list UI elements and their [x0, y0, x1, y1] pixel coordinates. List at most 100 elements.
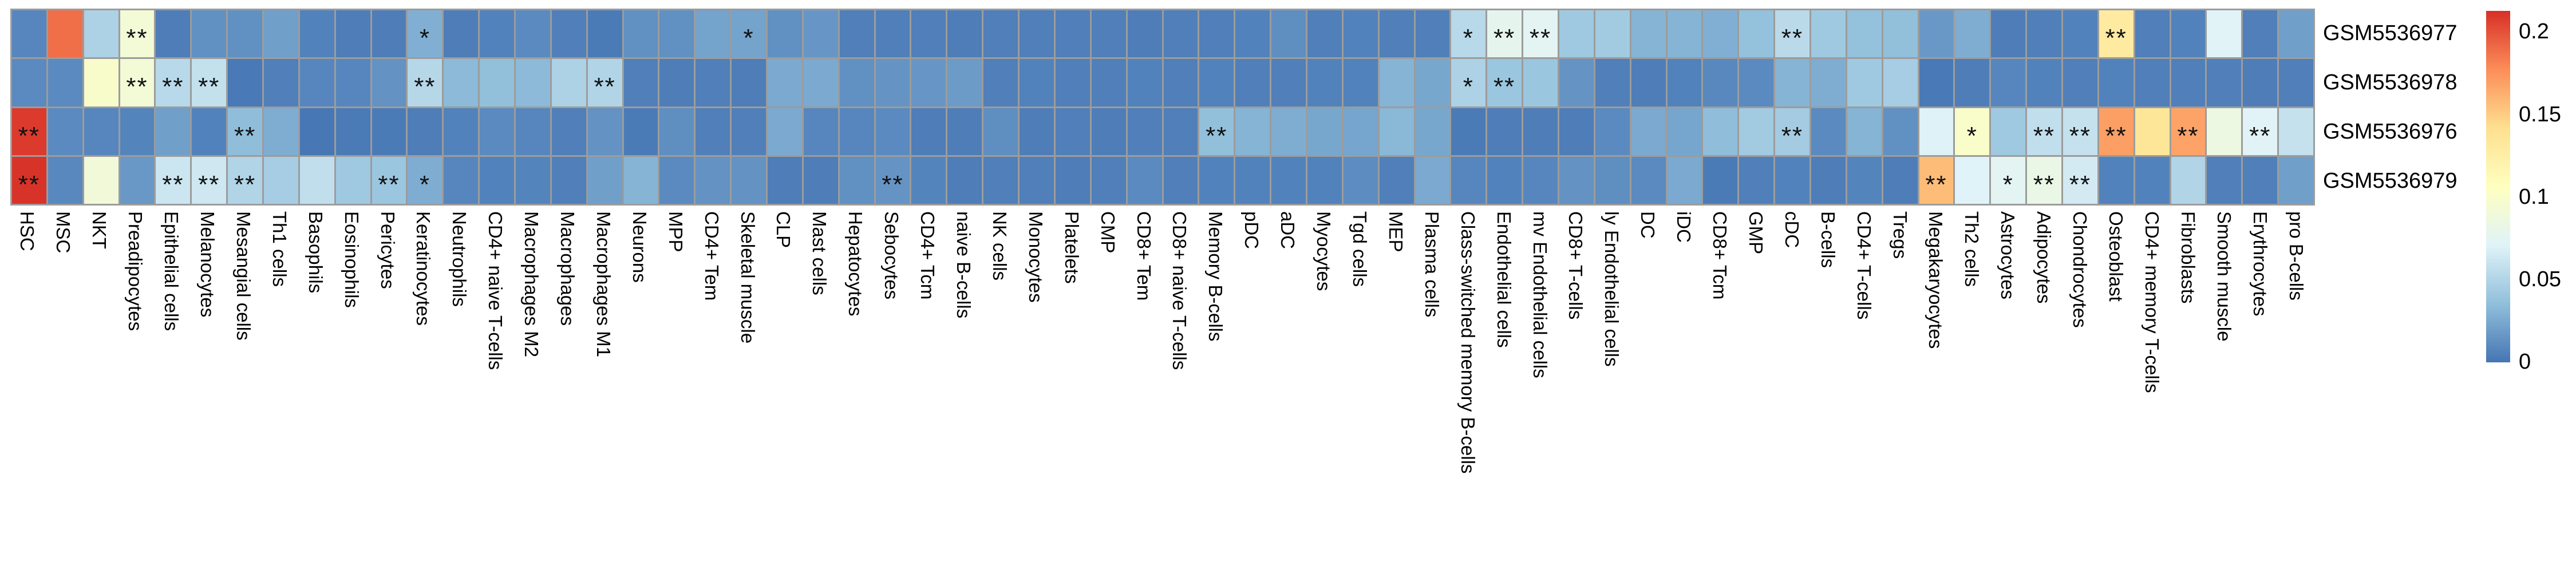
column-label: Erythrocytes — [2249, 211, 2271, 317]
column-label: CD4+ naive T-cells — [485, 211, 507, 370]
colorbar — [2486, 11, 2510, 362]
column-label: Eosinophils — [341, 211, 362, 308]
column-label: B-cells — [1817, 211, 1839, 268]
column-label: Mast cells — [809, 211, 831, 295]
heatmap-cell — [84, 108, 118, 155]
heatmap-cell: ** — [120, 59, 155, 106]
colorbar-tick-label: 0.2 — [2519, 19, 2549, 44]
column-label: CD8+ T-cells — [1565, 211, 1587, 320]
column-label: pro B-cells — [2285, 211, 2307, 301]
column-label: cDC — [1781, 211, 1803, 248]
heatmap-cell — [1020, 59, 1054, 106]
heatmap-cell — [947, 156, 982, 204]
heatmap-cell — [264, 156, 298, 204]
heatmap-cell — [264, 59, 298, 106]
heatmap-cell — [2207, 156, 2242, 204]
column-label: Neutrophils — [449, 211, 471, 307]
heatmap-cell — [480, 59, 515, 106]
column-label: DC — [1637, 211, 1659, 239]
heatmap-cell — [1415, 10, 1450, 58]
heatmap-cell — [1020, 108, 1054, 155]
heatmap-cell — [1163, 10, 1198, 58]
heatmap-cell: ** — [156, 156, 191, 204]
heatmap-cell — [1055, 108, 1090, 155]
heatmap-cell — [983, 108, 1018, 155]
heatmap-cell — [911, 59, 946, 106]
column-label: Th1 cells — [268, 211, 290, 287]
heatmap-cell — [1559, 156, 1594, 204]
column-label: MEP — [1385, 211, 1406, 252]
heatmap-cell — [1307, 59, 1342, 106]
heatmap-cell — [1055, 10, 1090, 58]
heatmap-cell — [2135, 108, 2170, 155]
heatmap-cell — [983, 156, 1018, 204]
heatmap-cell: * — [408, 156, 442, 204]
heatmap-cell: ** — [12, 108, 46, 155]
heatmap-cell — [2027, 59, 2061, 106]
column-label: Hepatocytes — [845, 211, 867, 317]
heatmap-cell: ** — [1487, 59, 1522, 106]
heatmap-cell — [1163, 59, 1198, 106]
heatmap-cell — [516, 108, 550, 155]
heatmap-cell — [1091, 59, 1126, 106]
heatmap-cell — [48, 108, 82, 155]
colorbar-tick-label: 0.15 — [2519, 102, 2561, 127]
heatmap-cell — [1775, 59, 1809, 106]
heatmap-cell — [1199, 10, 1234, 58]
heatmap-cell — [48, 10, 82, 58]
heatmap-cell — [2171, 59, 2206, 106]
heatmap-cell — [2207, 10, 2242, 58]
heatmap-cell — [1559, 10, 1594, 58]
heatmap-cell — [732, 156, 767, 204]
heatmap-cell — [768, 10, 802, 58]
heatmap-cell — [1631, 156, 1666, 204]
column-label: CD4+ Tcm — [917, 211, 939, 300]
heatmap-cell — [623, 108, 658, 155]
heatmap-cell — [696, 108, 730, 155]
heatmap-cell: ** — [12, 156, 46, 204]
heatmap-cell — [875, 108, 910, 155]
heatmap-cell — [516, 156, 550, 204]
column-label: CD8+ naive T-cells — [1169, 211, 1191, 370]
heatmap-cell — [1667, 156, 1702, 204]
heatmap-cell — [1343, 108, 1378, 155]
heatmap-cell — [1020, 156, 1054, 204]
heatmap-cell: ** — [587, 59, 622, 106]
heatmap-cell — [1487, 156, 1522, 204]
heatmap-cell — [84, 156, 118, 204]
heatmap-cell — [480, 10, 515, 58]
column-label: Fibroblasts — [2177, 211, 2199, 304]
heatmap-cell: ** — [192, 59, 227, 106]
heatmap-cell — [1703, 10, 1738, 58]
column-label: CD8+ Tem — [1133, 211, 1155, 301]
heatmap-cell: ** — [120, 10, 155, 58]
heatmap-cell — [803, 10, 838, 58]
heatmap-cell — [2279, 156, 2313, 204]
heatmap-cell — [480, 108, 515, 155]
column-label: GMP — [1745, 211, 1767, 255]
heatmap-cell — [1271, 10, 1306, 58]
heatmap-cell: ** — [1775, 10, 1809, 58]
heatmap-cell — [983, 10, 1018, 58]
heatmap-cell — [1379, 10, 1414, 58]
heatmap-cell — [444, 156, 479, 204]
heatmap-cell — [803, 156, 838, 204]
heatmap-cell — [875, 59, 910, 106]
row-label: GSM5536976 — [2323, 120, 2458, 144]
heatmap-cell — [1883, 156, 1918, 204]
heatmap-cell: ** — [2243, 108, 2278, 155]
heatmap-cell — [1595, 156, 1630, 204]
column-label: Astrocytes — [1997, 211, 2019, 300]
heatmap-cell — [299, 108, 334, 155]
heatmap-cell — [1847, 108, 1882, 155]
heatmap-cell — [2135, 59, 2170, 106]
heatmap-cell — [1883, 108, 1918, 155]
heatmap-cell — [1991, 108, 2026, 155]
heatmap-cell — [1919, 59, 1954, 106]
heatmap-cell — [1343, 59, 1378, 106]
heatmap-cell — [1523, 156, 1558, 204]
column-label: Keratinocytes — [413, 211, 434, 326]
heatmap-cell: ** — [1775, 108, 1809, 155]
heatmap-cell — [516, 59, 550, 106]
